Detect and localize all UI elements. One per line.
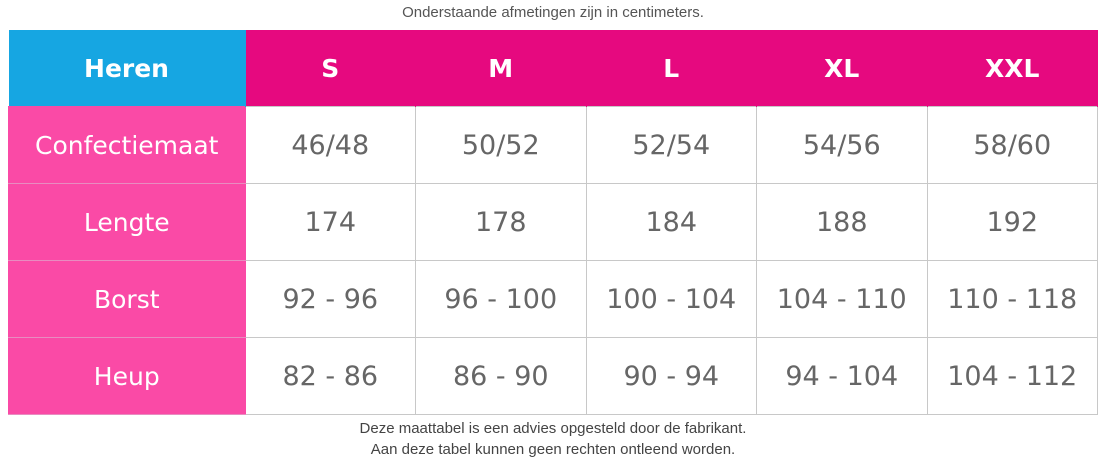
table-row: Lengte 174 178 184 188 192 bbox=[8, 183, 1098, 261]
cell: 46/48 bbox=[244, 106, 416, 184]
column-header: S bbox=[245, 30, 416, 107]
cell: 104 - 112 bbox=[926, 337, 1098, 415]
cell: 174 bbox=[244, 183, 416, 261]
note: Onderstaande afmetingen zijn in centimet… bbox=[402, 4, 704, 21]
cell: 92 - 96 bbox=[244, 260, 416, 338]
cell: 90 - 94 bbox=[585, 337, 757, 415]
footer-line: Aan deze tabel kunnen geen rechten ontle… bbox=[370, 441, 736, 458]
cell: 82 - 86 bbox=[244, 337, 416, 415]
row-label: Borst bbox=[8, 260, 246, 338]
cell: 94 - 104 bbox=[756, 337, 928, 415]
cell: 52/54 bbox=[585, 106, 757, 184]
header-row: Heren S M L XL XXL bbox=[8, 30, 1098, 107]
cell: 192 bbox=[926, 183, 1098, 261]
cell: 86 - 90 bbox=[415, 337, 587, 415]
cell: 96 - 100 bbox=[415, 260, 587, 338]
row-label: Lengte bbox=[8, 183, 246, 261]
size-table: Heren S M L XL XXL Confectiemaat 46/48 50/52 52/… bbox=[8, 30, 1098, 415]
column-header: L bbox=[586, 30, 757, 107]
cell: 110 - 118 bbox=[926, 260, 1098, 338]
table-row: Borst 92 - 96 96 - 100 100 - 104 104 - 110 11… bbox=[8, 260, 1098, 338]
column-header: Heren bbox=[8, 30, 246, 107]
cell: 58/60 bbox=[926, 106, 1098, 184]
column-header: XXL bbox=[927, 30, 1098, 107]
table-row: Confectiemaat 46/48 50/52 52/54 54/56 58/60 bbox=[8, 106, 1098, 184]
footer-line: Deze maattabel is een advies opgesteld d… bbox=[359, 420, 747, 437]
table-row: Heup 82 - 86 86 - 90 90 - 94 94 - 104 104 - 1… bbox=[8, 337, 1098, 415]
column-header: M bbox=[415, 30, 587, 107]
cell: 50/52 bbox=[415, 106, 587, 184]
cell: 188 bbox=[756, 183, 928, 261]
cell: 100 - 104 bbox=[585, 260, 757, 338]
table-body: Confectiemaat 46/48 50/52 52/54 54/56 58/60 Le… bbox=[8, 106, 1098, 415]
footer: Deze maattabel is een advies opgesteld d… bbox=[0, 418, 1106, 460]
row-label: Heup bbox=[8, 337, 246, 415]
cell: 104 - 110 bbox=[756, 260, 928, 338]
cell: 54/56 bbox=[756, 106, 928, 184]
cell: 178 bbox=[415, 183, 587, 261]
column-header: XL bbox=[756, 30, 928, 107]
cell: 184 bbox=[585, 183, 757, 261]
row-label: Confectiemaat bbox=[8, 106, 246, 184]
